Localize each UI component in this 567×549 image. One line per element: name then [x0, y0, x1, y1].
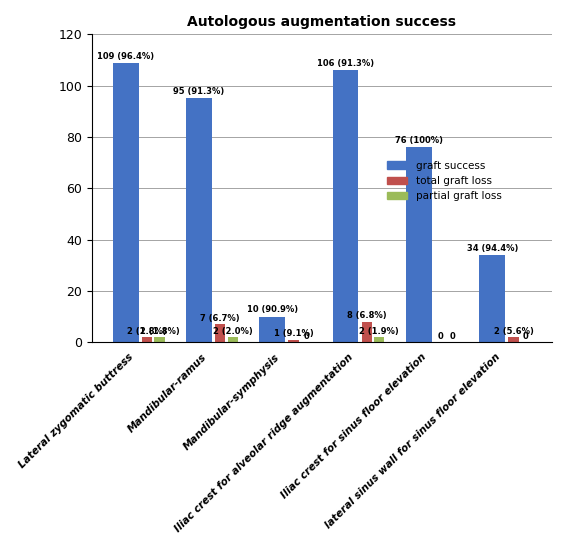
Text: 0: 0 — [450, 332, 455, 341]
Text: 34 (94.4%): 34 (94.4%) — [467, 244, 518, 253]
Text: 2 (2.0%): 2 (2.0%) — [213, 327, 252, 336]
Text: 2 (1.9%): 2 (1.9%) — [359, 327, 399, 336]
Bar — [260, 317, 285, 342]
Title: Autologous augmentation success: Autologous augmentation success — [188, 15, 456, 29]
Text: 95 (91.3%): 95 (91.3%) — [174, 87, 225, 97]
Bar — [113, 63, 138, 342]
Text: 2 (1.8%): 2 (1.8%) — [127, 327, 167, 336]
Bar — [374, 337, 384, 342]
Text: 0: 0 — [437, 332, 443, 341]
Bar — [509, 337, 519, 342]
Text: 76 (100%): 76 (100%) — [395, 136, 443, 145]
Bar — [186, 98, 212, 342]
Text: 7 (6.7%): 7 (6.7%) — [200, 314, 240, 323]
Bar — [154, 337, 164, 342]
Legend: graft success, total graft loss, partial graft loss: graft success, total graft loss, partial… — [382, 156, 506, 205]
Text: 109 (96.4%): 109 (96.4%) — [97, 52, 154, 60]
Bar — [215, 324, 225, 342]
Bar — [142, 337, 152, 342]
Bar — [480, 255, 505, 342]
Text: 1 (9.1%): 1 (9.1%) — [274, 329, 314, 338]
Text: 0: 0 — [303, 332, 309, 341]
Text: 2 (1.8%): 2 (1.8%) — [139, 327, 179, 336]
Text: 10 (90.9%): 10 (90.9%) — [247, 305, 298, 315]
Bar — [333, 70, 358, 342]
Bar — [362, 322, 372, 342]
Bar — [227, 337, 238, 342]
Text: 2 (5.6%): 2 (5.6%) — [493, 327, 534, 336]
Bar — [289, 340, 299, 342]
Text: 0: 0 — [523, 332, 529, 341]
Text: 8 (6.8%): 8 (6.8%) — [347, 311, 387, 321]
Bar — [406, 147, 431, 342]
Text: 106 (91.3%): 106 (91.3%) — [317, 59, 374, 68]
